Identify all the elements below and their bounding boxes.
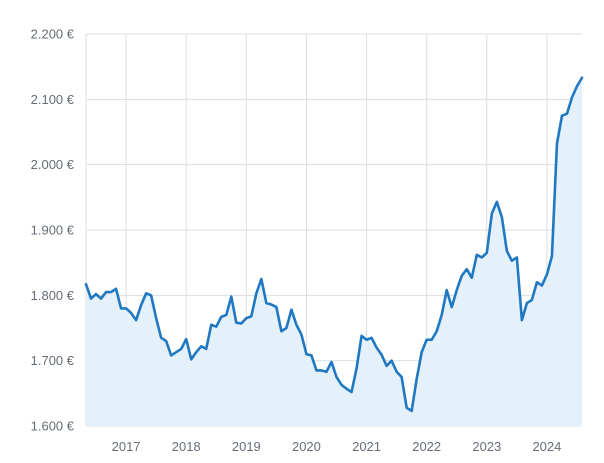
x-tick-label: 2018	[172, 439, 201, 454]
x-tick-label: 2023	[472, 439, 501, 454]
series-line	[84, 76, 584, 413]
x-tick-label: 2017	[112, 439, 141, 454]
x-axis-tick-labels: 2017 2018 2019 2020 2021 2022 2023 2024	[112, 439, 562, 454]
y-tick-label: 2.200 €	[31, 27, 75, 42]
y-tick-label: 1.600 €	[31, 419, 75, 434]
x-tick-label: 2022	[412, 439, 441, 454]
x-tick-label: 2024	[532, 439, 561, 454]
x-tick-label: 2021	[352, 439, 381, 454]
y-tick-label: 2.100 €	[31, 92, 75, 107]
x-tick-label: 2019	[232, 439, 261, 454]
y-tick-label: 1.900 €	[31, 223, 75, 238]
x-tick-label: 2020	[292, 439, 321, 454]
y-tick-label: 1.700 €	[31, 353, 75, 368]
y-axis-tick-labels: 2.200 € 2.100 € 2.000 € 1.900 € 1.800 € 1.700…	[31, 27, 75, 434]
y-tick-label: 1.800 €	[31, 288, 75, 303]
series-area-fill	[86, 77, 582, 427]
y-tick-label: 2.000 €	[31, 157, 75, 172]
